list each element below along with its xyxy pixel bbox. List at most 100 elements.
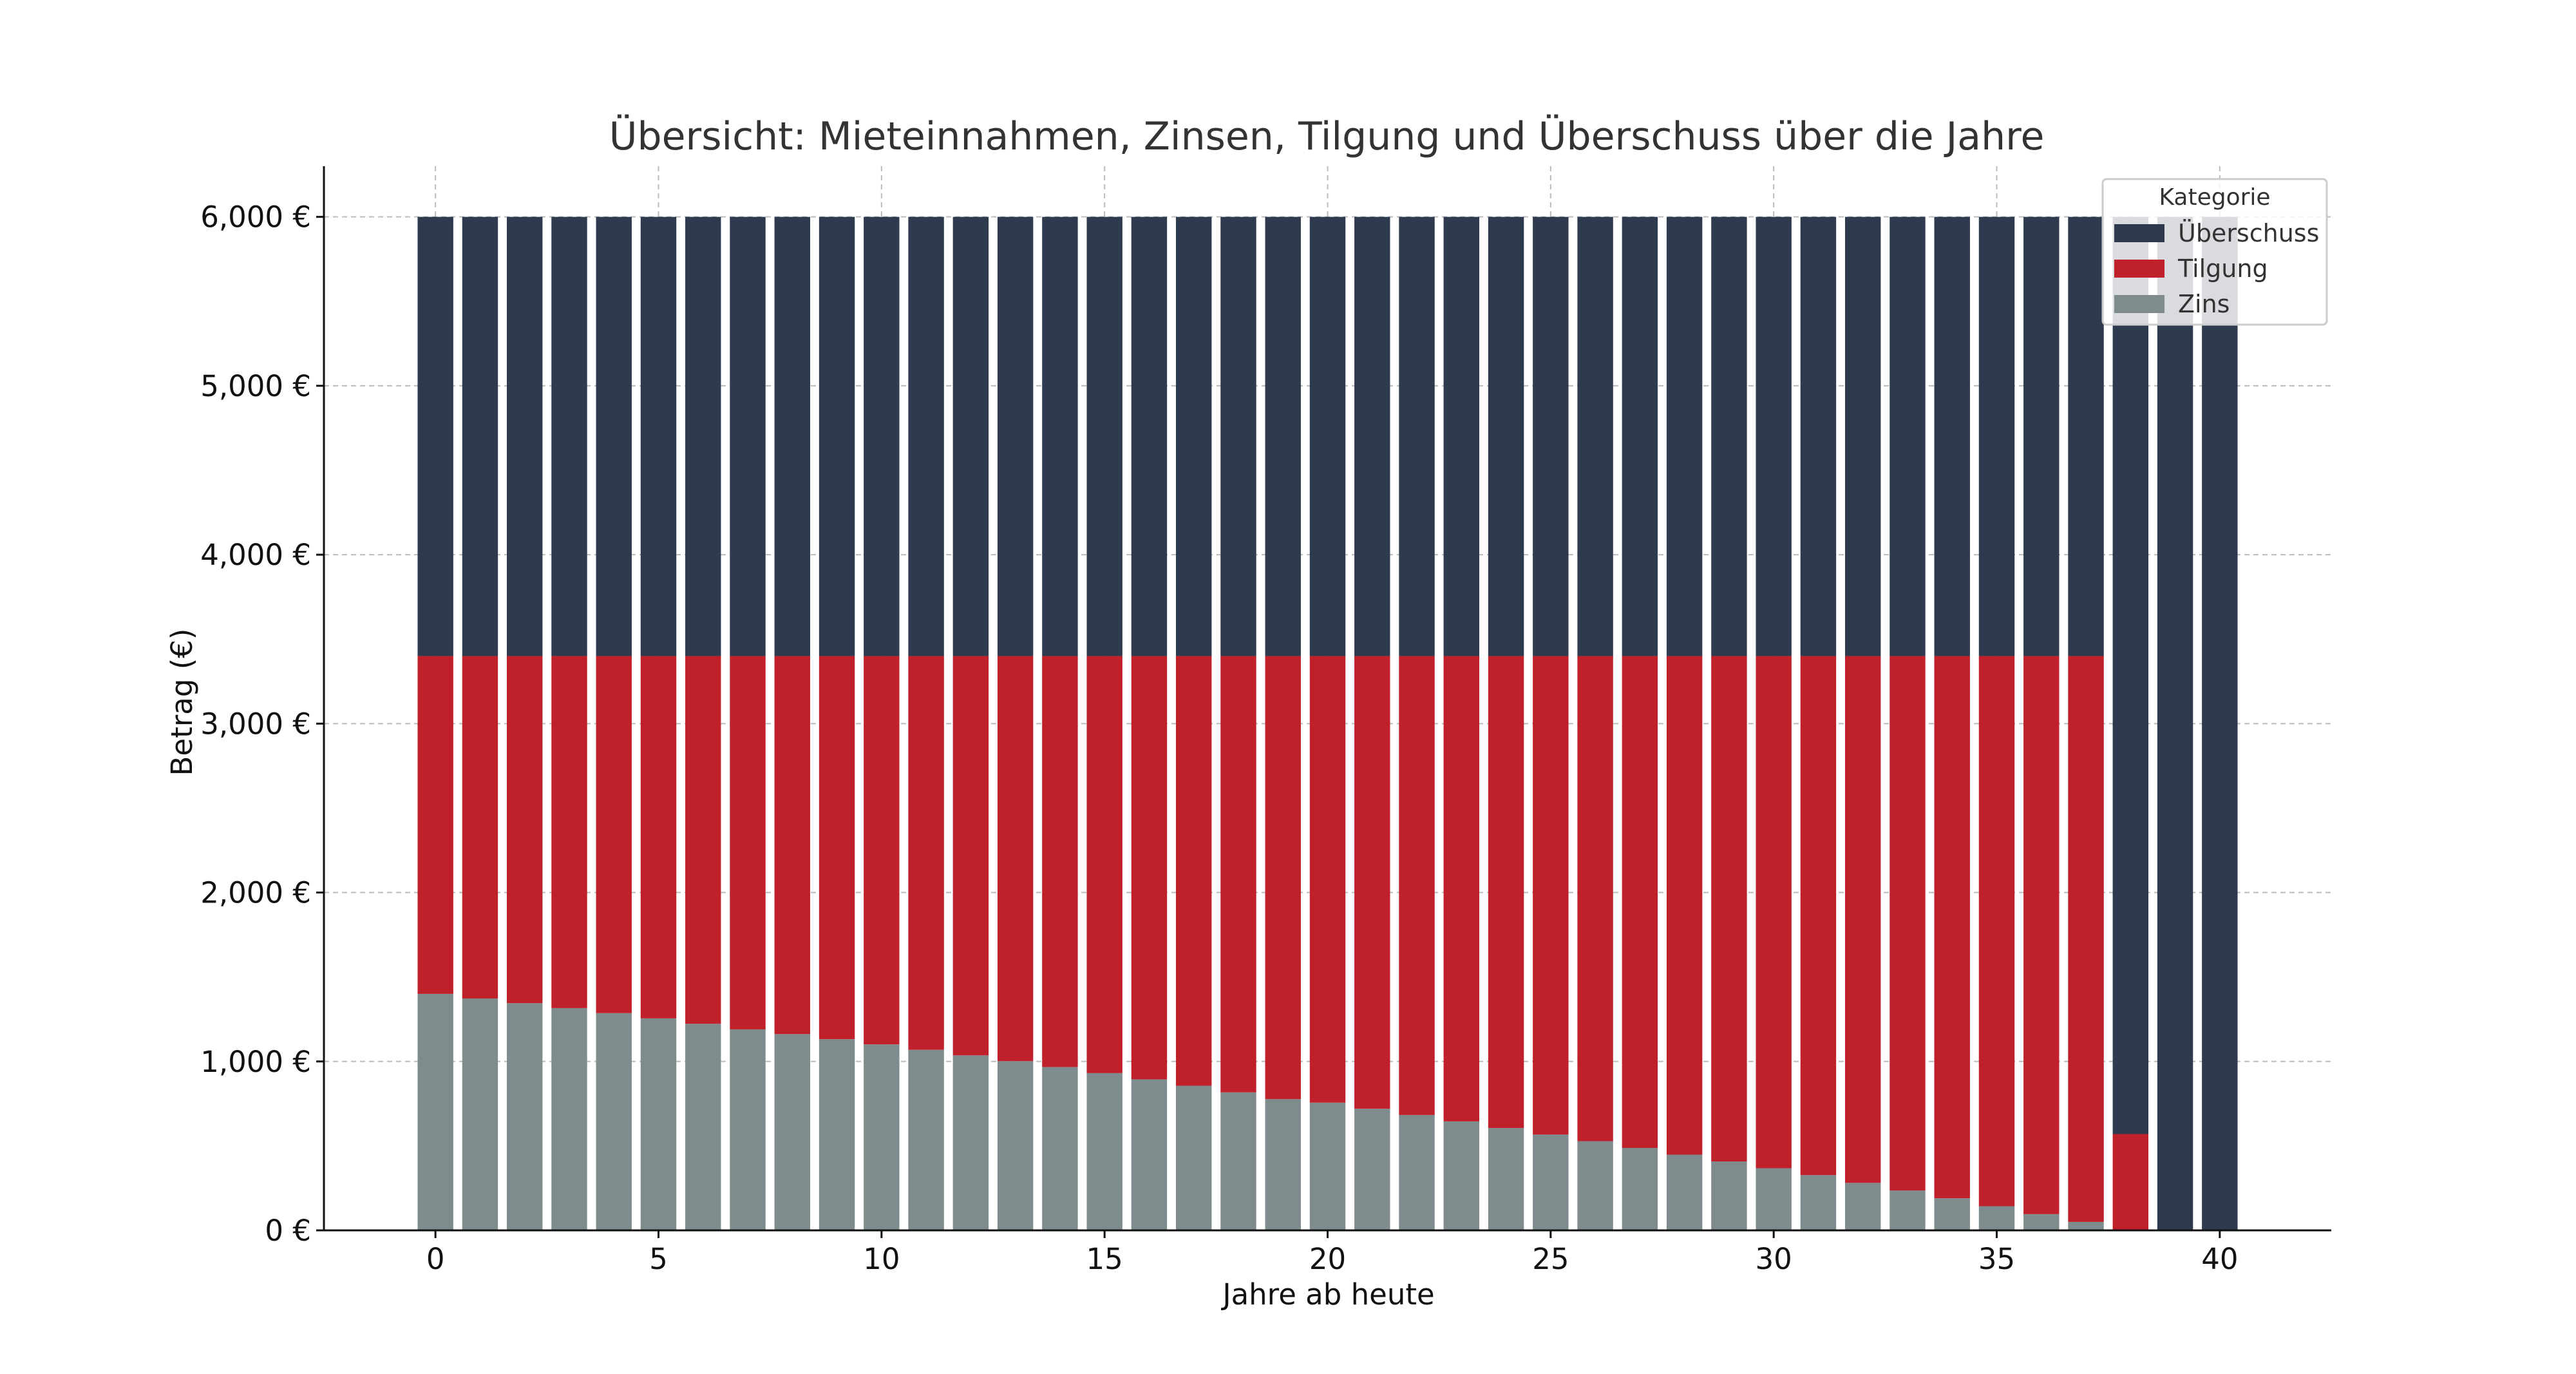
bar-zins-31 <box>1800 1175 1837 1230</box>
bar-tilgung-14 <box>1042 656 1078 1067</box>
bar--berschuss-30 <box>1756 216 1792 656</box>
x-tick-label: 10 <box>863 1242 900 1276</box>
bar--berschuss-31 <box>1800 216 1837 656</box>
bar-zins-37 <box>2068 1221 2104 1230</box>
legend-label: Überschuss <box>2178 219 2319 247</box>
legend-label: Tilgung <box>2177 254 2268 283</box>
bar--berschuss-2 <box>506 216 543 656</box>
bar-tilgung-35 <box>1978 656 2015 1207</box>
bar--berschuss-24 <box>1488 216 1524 656</box>
bar-zins-28 <box>1666 1154 1703 1230</box>
legend-frame <box>2101 178 2328 326</box>
bar-tilgung-28 <box>1666 656 1703 1155</box>
bar-zins-7 <box>730 1029 766 1230</box>
bar--berschuss-19 <box>1265 216 1301 656</box>
x-tick-label: 35 <box>1978 1242 2015 1276</box>
bar--berschuss-7 <box>730 216 766 656</box>
bar-zins-6 <box>685 1024 721 1230</box>
x-tick-label: 0 <box>426 1242 445 1276</box>
bar-tilgung-18 <box>1220 656 1256 1093</box>
bar--berschuss-15 <box>1086 216 1122 656</box>
bar-zins-20 <box>1309 1102 1346 1230</box>
bar-tilgung-12 <box>952 656 989 1056</box>
bar--berschuss-22 <box>1399 216 1435 656</box>
bar-zins-30 <box>1756 1168 1792 1230</box>
bar--berschuss-13 <box>997 216 1034 656</box>
bar-tilgung-17 <box>1175 656 1212 1086</box>
bar-zins-0 <box>417 993 453 1230</box>
bar-tilgung-36 <box>2023 656 2060 1214</box>
bar-tilgung-20 <box>1309 656 1346 1103</box>
bar--berschuss-29 <box>1711 216 1747 656</box>
bar--berschuss-36 <box>2023 216 2060 656</box>
x-tick-label: 30 <box>1756 1242 1792 1276</box>
bar--berschuss-28 <box>1666 216 1703 656</box>
bar-tilgung-3 <box>551 656 587 1008</box>
bar-zins-23 <box>1443 1121 1480 1230</box>
bar-tilgung-37 <box>2068 656 2104 1222</box>
bar-zins-34 <box>1934 1198 1970 1230</box>
bar-tilgung-30 <box>1756 656 1792 1169</box>
y-tick-label: 5,000 € <box>200 369 311 403</box>
bar-tilgung-31 <box>1800 656 1837 1176</box>
bar-tilgung-13 <box>997 656 1034 1062</box>
bar--berschuss-34 <box>1934 216 1970 656</box>
bar-zins-2 <box>506 1003 543 1230</box>
bar-tilgung-9 <box>819 656 855 1040</box>
legend-label: Zins <box>2178 290 2230 318</box>
y-axis-ticks: 0 € 1,000 € 2,000 € 3,000 € 4,000 € 5,000 € 6,… <box>200 200 324 1248</box>
bar-tilgung-2 <box>506 656 543 1004</box>
y-tick-label: 1,000 € <box>200 1045 311 1079</box>
bar--berschuss-1 <box>462 216 498 656</box>
y-tick-label: 0 € <box>265 1214 311 1248</box>
bar--berschuss-4 <box>596 216 632 656</box>
bar-tilgung-32 <box>1844 656 1881 1183</box>
bar--berschuss-6 <box>685 216 721 656</box>
x-tick-label: 40 <box>2201 1242 2238 1276</box>
bar-zins-5 <box>640 1018 677 1230</box>
x-tick-label: 20 <box>1309 1242 1346 1276</box>
bar-tilgung-29 <box>1711 656 1747 1162</box>
bar--berschuss-8 <box>774 216 811 656</box>
legend: Kategorie Überschuss Tilgung Zins <box>2101 178 2328 326</box>
bar-tilgung-16 <box>1131 656 1168 1080</box>
bar--berschuss-40 <box>2202 216 2238 1231</box>
bar--berschuss-20 <box>1309 216 1346 656</box>
bar-tilgung-24 <box>1488 656 1524 1129</box>
bar-tilgung-11 <box>908 656 944 1050</box>
bar-tilgung-15 <box>1086 656 1122 1073</box>
bar-tilgung-5 <box>640 656 677 1018</box>
x-axis-ticks: 0 5 10 15 20 25 30 35 40 <box>426 1230 2238 1276</box>
y-tick-label: 6,000 € <box>200 200 311 234</box>
y-tick-label: 2,000 € <box>200 876 311 910</box>
bar-tilgung-21 <box>1354 656 1390 1109</box>
bar-tilgung-38 <box>2112 1134 2149 1230</box>
bar-zins-3 <box>551 1007 587 1230</box>
bar-zins-14 <box>1042 1067 1078 1230</box>
bar-tilgung-4 <box>596 656 632 1013</box>
bar-zins-21 <box>1354 1109 1390 1230</box>
bar--berschuss-10 <box>864 216 900 656</box>
bar-zins-33 <box>1889 1190 1926 1230</box>
y-tick-label: 3,000 € <box>200 707 311 741</box>
bar-zins-12 <box>952 1055 989 1230</box>
bar--berschuss-18 <box>1220 216 1256 656</box>
x-tick-label: 15 <box>1086 1242 1123 1276</box>
bar-zins-35 <box>1978 1206 2015 1230</box>
bar-zins-9 <box>819 1039 855 1230</box>
bar-zins-16 <box>1131 1079 1168 1230</box>
bar-zins-17 <box>1175 1085 1212 1230</box>
bar-tilgung-7 <box>730 656 766 1029</box>
bar--berschuss-16 <box>1131 216 1168 656</box>
bar-tilgung-26 <box>1577 656 1613 1141</box>
bar-tilgung-8 <box>774 656 811 1035</box>
bar-tilgung-10 <box>864 656 900 1045</box>
bar-zins-22 <box>1399 1114 1435 1230</box>
bar-zins-13 <box>997 1061 1034 1230</box>
bar--berschuss-21 <box>1354 216 1390 656</box>
bar-zins-36 <box>2023 1214 2060 1230</box>
bars <box>417 216 2238 1231</box>
bar-tilgung-27 <box>1622 656 1658 1149</box>
bar-tilgung-33 <box>1889 656 1926 1191</box>
